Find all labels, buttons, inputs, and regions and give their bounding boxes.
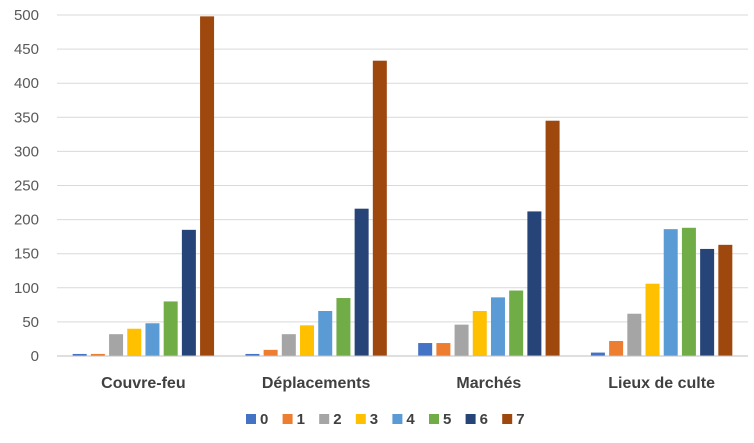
y-axis-ticks: 0 50 100 150 200 250 300 350 400 450 500: [14, 7, 39, 365]
y-tick-label: 150: [14, 246, 39, 263]
bar-series-4: [318, 310, 333, 356]
bar-series-3: [127, 328, 142, 356]
bar-series-4: [490, 297, 505, 356]
bar-series-5: [163, 301, 178, 356]
bar-series-7: [545, 120, 560, 357]
bar-series-7: [718, 244, 733, 356]
x-axis-categories: Couvre-feu Déplacements Marchés Lieux de cu…: [101, 375, 715, 392]
y-tick-label: 400: [14, 75, 39, 92]
bar-series-5: [509, 290, 524, 356]
bar-series-5: [336, 298, 351, 356]
bar-series-4: [663, 229, 678, 356]
bar-series-3: [645, 283, 660, 356]
y-tick-label: 300: [14, 143, 39, 160]
legend-swatch: [502, 414, 513, 424]
bar-series-6: [527, 211, 542, 356]
bar-series-1: [609, 341, 624, 356]
legend-label: 0: [260, 411, 268, 428]
y-tick-label: 0: [31, 348, 39, 365]
bar-series-2: [454, 324, 469, 356]
legend-swatch: [319, 414, 330, 424]
bar-series-6: [700, 248, 715, 356]
bar-series-0: [590, 352, 605, 356]
legend-label: 7: [516, 411, 524, 428]
bar-series-7: [372, 60, 387, 356]
y-tick-label: 50: [22, 314, 39, 331]
legend-swatch: [465, 414, 476, 424]
x-category-label: Lieux de culte: [608, 375, 715, 392]
bar-series-2: [109, 334, 124, 356]
y-tick-label: 350: [14, 109, 39, 126]
bar-series-4: [145, 323, 160, 356]
y-tick-label: 500: [14, 7, 39, 24]
x-category-label: Déplacements: [262, 375, 371, 392]
bar-series-1: [436, 343, 451, 356]
bar-series-1: [90, 353, 105, 356]
bars: [72, 16, 733, 357]
x-category-label: Couvre-feu: [101, 375, 185, 392]
bar-series-6: [354, 208, 369, 356]
legend-label: 1: [297, 411, 305, 428]
bar-series-6: [181, 229, 196, 356]
y-tick-label: 200: [14, 212, 39, 229]
legend-label: 3: [370, 411, 378, 428]
legend: 0 1 2 3 4 5 6 7: [246, 411, 525, 428]
legend-swatch: [246, 414, 256, 424]
bar-series-2: [627, 313, 642, 356]
bar-series-3: [300, 325, 315, 356]
bar-series-5: [681, 227, 696, 356]
legend-swatch: [282, 414, 293, 424]
legend-label: 4: [406, 411, 415, 428]
legend-label: 6: [480, 411, 488, 428]
bar-series-0: [245, 353, 260, 356]
bar-series-0: [418, 343, 433, 356]
bar-series-3: [472, 310, 487, 356]
legend-swatch: [392, 414, 403, 424]
x-category-label: Marchés: [456, 375, 521, 392]
bar-series-1: [263, 349, 278, 356]
gridlines: [57, 14, 748, 323]
legend-label: 5: [443, 411, 451, 428]
bar-series-0: [72, 353, 87, 356]
legend-swatch: [429, 414, 439, 424]
bar-series-7: [200, 16, 215, 357]
legend-label: 2: [333, 411, 341, 428]
legend-swatch: [355, 414, 366, 424]
y-tick-label: 450: [14, 41, 39, 58]
y-tick-label: 250: [14, 178, 39, 195]
bar-series-2: [281, 334, 296, 356]
y-tick-label: 100: [14, 280, 39, 297]
